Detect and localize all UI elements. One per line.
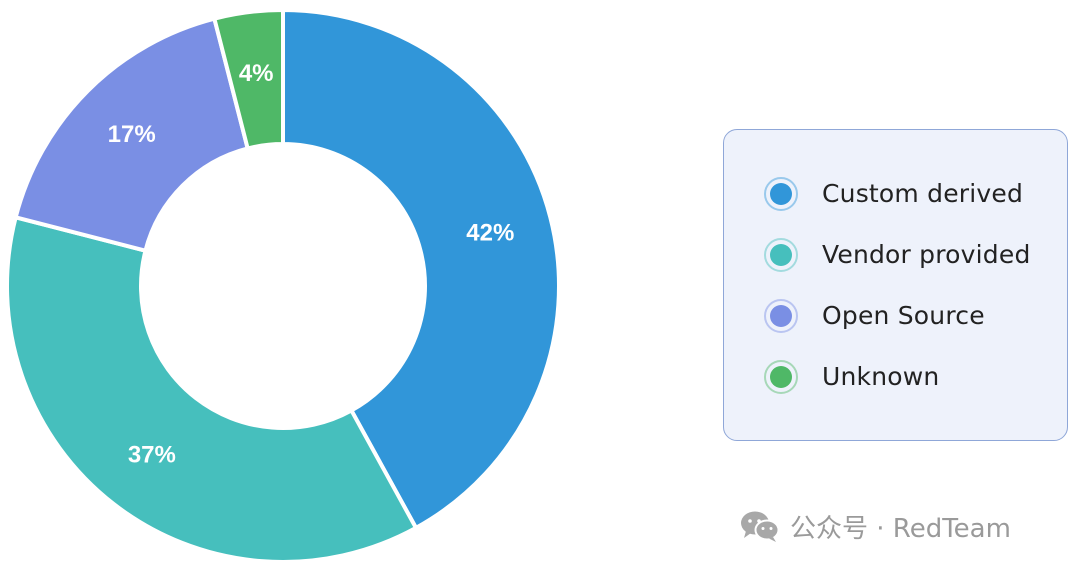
legend: Custom derived Vendor provided Open Sour… (723, 129, 1068, 441)
slice-open-source[interactable] (13, 16, 250, 253)
slice-custom-derived[interactable] (281, 8, 561, 530)
legend-marker-ring (764, 176, 798, 211)
slice-unknown[interactable] (212, 8, 285, 151)
slice-vendor-provided[interactable] (5, 215, 418, 564)
slice-label-custom-derived: 42% (466, 219, 514, 246)
legend-marker-icon (764, 359, 798, 394)
legend-item-custom-derived[interactable]: Custom derived (764, 156, 1067, 231)
legend-marker-dot (770, 304, 792, 327)
watermark-text: 公众号 · RedTeam (790, 513, 1011, 544)
slice-label-unknown: 4% (239, 60, 274, 87)
legend-marker-icon (764, 237, 798, 272)
legend-marker-ring (764, 298, 798, 333)
legend-label: Unknown (822, 362, 940, 391)
legend-marker-dot (770, 365, 792, 388)
slice-label-vendor-provided: 37% (128, 442, 176, 469)
legend-marker-icon (764, 176, 798, 211)
donut-chart: 42% 37% 17% 4% (5, 8, 561, 564)
legend-marker-icon (764, 298, 798, 333)
legend-marker-ring (764, 359, 798, 394)
legend-marker-dot (770, 182, 792, 205)
legend-marker-ring (764, 237, 798, 272)
legend-label: Custom derived (822, 179, 1024, 208)
slice-label-open-source: 17% (108, 121, 156, 148)
legend-item-unknown[interactable]: Unknown (764, 339, 1067, 414)
legend-label: Vendor provided (822, 240, 1031, 269)
legend-label: Open Source (822, 301, 985, 330)
legend-item-vendor-provided[interactable]: Vendor provided (764, 217, 1067, 292)
watermark: 公众号 · RedTeam (740, 506, 1011, 546)
wechat-icon (741, 511, 780, 542)
legend-marker-dot (770, 243, 792, 266)
legend-item-open-source[interactable]: Open Source (764, 278, 1067, 353)
